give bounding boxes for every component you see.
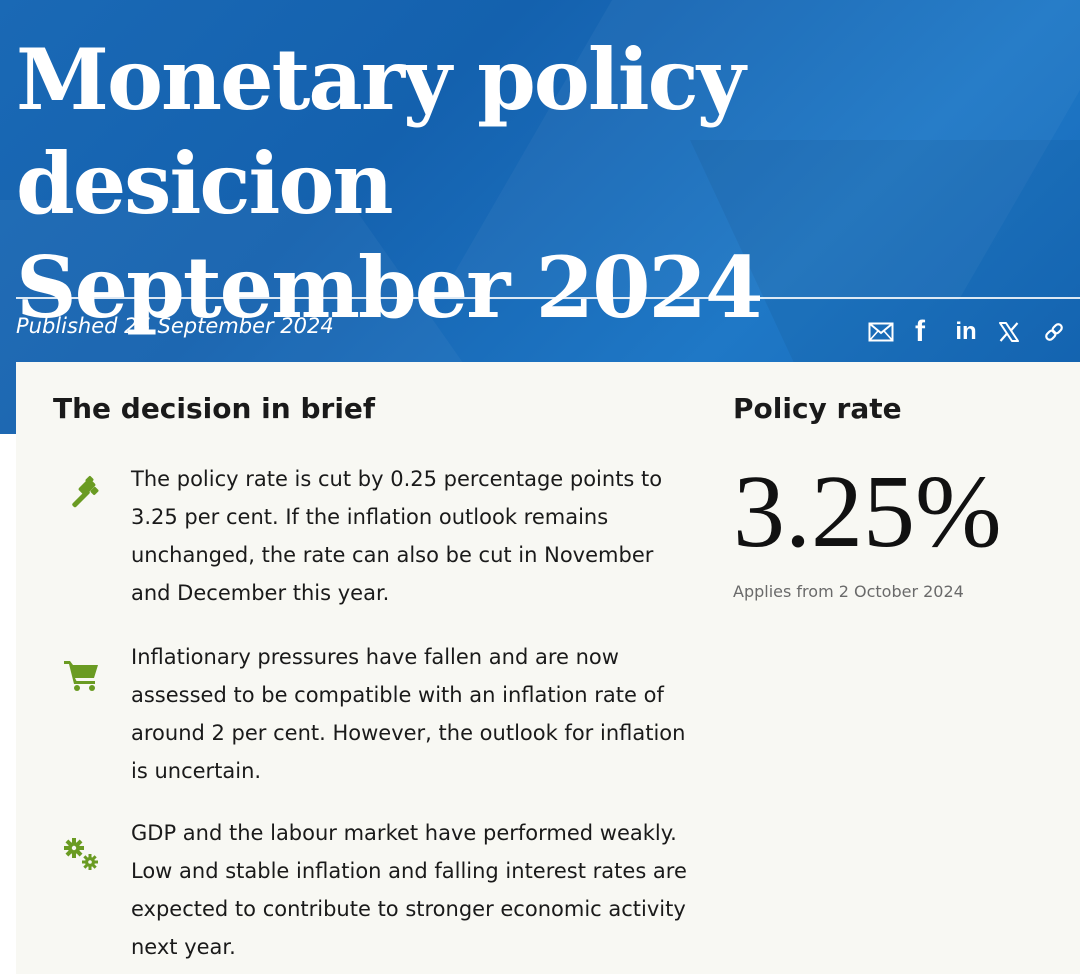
page-title-line-1: Monetary policy desicion [16,30,746,233]
brief-heading: The decision in brief [53,392,376,425]
decision-card: The decision in brief The policy rate is… [16,362,1080,974]
mail-icon[interactable] [866,314,896,350]
shopping-cart-icon [62,654,102,694]
page-title: Monetary policy desicion September 2024 [16,28,1076,340]
brief-item-text: GDP and the labour market have performed… [131,821,687,959]
share-bar: f in [866,314,1066,350]
hero-banner: Monetary policy desicion September 2024 … [0,0,1080,434]
linkedin-icon[interactable]: in [955,318,977,345]
header-divider [16,297,1080,299]
policy-rate-value: 3.25% [733,454,1002,569]
gears-icon [62,836,102,876]
brief-item-text: The policy rate is cut by 0.25 percentag… [131,467,663,605]
link-icon[interactable] [1042,314,1066,350]
policy-rate-heading: Policy rate [733,392,902,425]
gavel-icon [62,474,102,514]
facebook-icon[interactable]: f [915,315,925,348]
x-icon[interactable] [996,314,1022,350]
page-title-line-2: September 2024 [16,238,763,337]
published-date: Published 25 September 2024 [16,314,334,338]
brief-item-text: Inflationary pressures have fallen and a… [131,645,686,783]
policy-rate-applies-date: Applies from 2 October 2024 [733,582,964,601]
